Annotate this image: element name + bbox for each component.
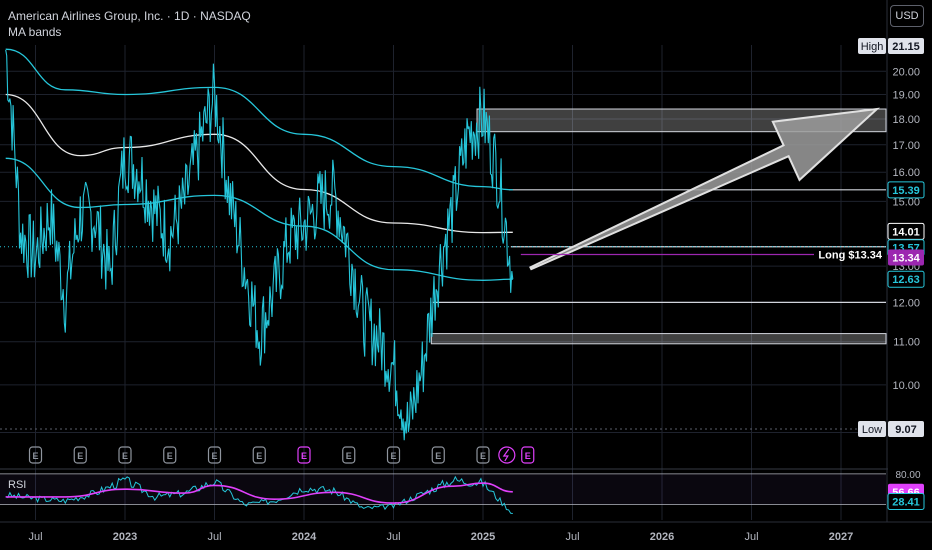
y-tick-label: 17.00 xyxy=(892,140,920,152)
price-badge-value: 14.01 xyxy=(892,226,920,238)
price-badge-value: 13.34 xyxy=(892,252,920,264)
earnings-marker-letter: E xyxy=(390,451,396,461)
earnings-marker-letter: E xyxy=(77,451,83,461)
price-badge xyxy=(887,270,925,288)
earnings-marker-letter: E xyxy=(122,451,128,461)
x-tick-label: Jul xyxy=(386,531,400,543)
earnings-marker-icon xyxy=(297,446,311,464)
x-tick-label: 2024 xyxy=(292,531,317,543)
price-badge-value: 12.63 xyxy=(892,274,920,286)
earnings-marker-letter: E xyxy=(256,451,262,461)
price-badge-value: 9.07 xyxy=(895,424,916,436)
earnings-marker-letter: E xyxy=(525,451,531,461)
y-tick-label: 10.00 xyxy=(892,380,920,392)
earnings-marker-icon xyxy=(252,446,266,464)
earnings-marker-icon xyxy=(118,446,132,464)
price-badge-value: 15.39 xyxy=(892,185,920,197)
price-tag-label: High xyxy=(861,41,884,53)
ma-band-upper xyxy=(5,48,513,191)
price-badge-value: 21.15 xyxy=(892,41,920,53)
price-badge xyxy=(888,249,924,266)
y-tick-label: 11.00 xyxy=(893,337,920,349)
rsi-ma-line xyxy=(5,482,513,504)
y-tick-label: 19.00 xyxy=(892,89,920,101)
earnings-marker-letter: E xyxy=(32,451,38,461)
x-tick-label: Jul xyxy=(28,531,42,543)
rsi-level-label: 80.00 xyxy=(895,470,920,481)
rsi-badge-value: 28.41 xyxy=(892,497,920,509)
earnings-marker-icon xyxy=(386,446,401,464)
earnings-marker-letter: E xyxy=(435,451,441,461)
zone-box xyxy=(430,333,887,345)
earnings-marker-letter: E xyxy=(211,451,217,461)
earnings-marker-icon xyxy=(521,446,535,464)
price-tag-box xyxy=(858,421,886,437)
price-tag-label: Low xyxy=(862,424,882,436)
price-series-line xyxy=(5,49,514,441)
rsi-badge xyxy=(887,493,925,511)
lightning-bolt xyxy=(502,448,510,462)
x-tick-label: Jul xyxy=(744,531,758,543)
lightning-marker-icon xyxy=(498,446,516,464)
earnings-marker-icon xyxy=(476,446,490,464)
price-badge xyxy=(888,421,924,437)
y-tick-label: 18.00 xyxy=(892,114,920,126)
earnings-marker-letter: E xyxy=(480,451,486,461)
price-badge xyxy=(888,38,924,54)
x-tick-label: 2025 xyxy=(471,531,495,543)
earnings-marker-letter: E xyxy=(167,451,173,461)
projection-arrow xyxy=(529,107,880,271)
earnings-marker-icon xyxy=(431,446,445,464)
earnings-marker-icon xyxy=(342,446,356,464)
rsi-band-fill xyxy=(0,473,886,505)
y-tick-label: 20.00 xyxy=(892,66,920,78)
y-tick-label: 16.00 xyxy=(892,167,920,179)
long-position-label: Long $13.34 xyxy=(818,249,882,261)
x-tick-label: 2023 xyxy=(113,531,137,543)
price-tag-box xyxy=(858,38,886,54)
x-tick-label: 2027 xyxy=(829,531,853,543)
y-tick-label: 15.00 xyxy=(892,196,920,208)
earnings-marker-icon xyxy=(28,446,43,464)
x-tick-label: Jul xyxy=(207,531,221,543)
earnings-marker-letter: E xyxy=(301,451,307,461)
earnings-marker-icon xyxy=(163,446,177,464)
earnings-marker-icon xyxy=(207,446,222,464)
rsi-label: RSI xyxy=(8,479,27,491)
earnings-marker-letter: E xyxy=(346,451,352,461)
x-tick-label: 2026 xyxy=(650,531,674,543)
earnings-marker-icon xyxy=(73,446,87,464)
currency-button[interactable]: USD xyxy=(890,5,924,27)
price-badge xyxy=(887,181,925,199)
chart-title: American Airlines Group, Inc. · 1D · NAS… xyxy=(8,9,251,23)
x-tick-label: Jul xyxy=(565,531,579,543)
y-tick-label: 12.00 xyxy=(892,297,920,309)
indicator-label[interactable]: MA bands xyxy=(8,25,62,39)
